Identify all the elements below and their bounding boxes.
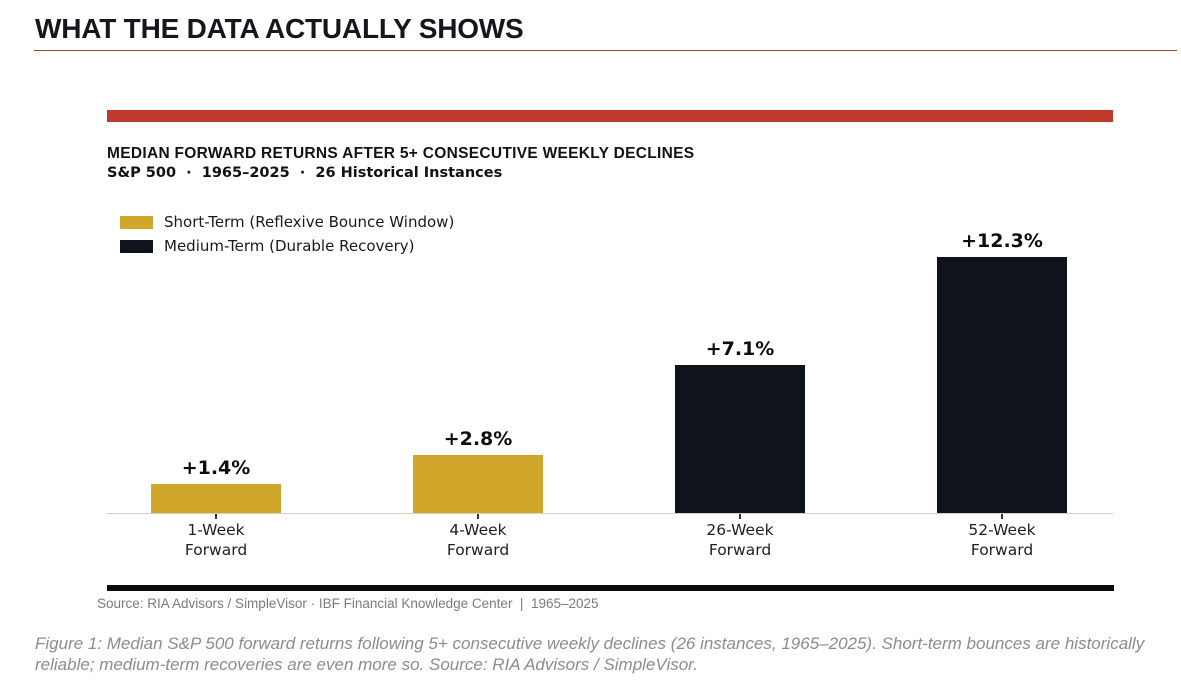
x-label-26-week-forward: 26-Week Forward — [706, 521, 774, 559]
bar-value-26-week-forward: +7.1% — [705, 338, 775, 360]
x-tick-1-week-forward — [215, 514, 217, 519]
chart-subtitle: S&P 500 · 1965–2025 · 26 Historical Inst… — [107, 165, 503, 181]
legend-item-short-term: Short-Term (Reflexive Bounce Window) — [120, 213, 454, 231]
x-label-4-week-forward: 4-Week Forward — [446, 521, 510, 559]
bar-52-week-forward — [937, 257, 1067, 513]
chart-bottom-rule — [107, 585, 1114, 591]
x-label-1-week-forward: 1-Week Forward — [184, 521, 248, 559]
x-tick-26-week-forward — [739, 514, 741, 519]
bar-value-52-week-forward: +12.3% — [961, 230, 1043, 252]
bar-26-week-forward — [675, 365, 805, 513]
chart-legend: Short-Term (Reflexive Bounce Window) Medi… — [120, 213, 454, 255]
x-label-52-week-forward: 52-Week Forward — [968, 521, 1036, 559]
source-note: Source: RIA Advisors / SimpleVisor · IBF… — [97, 596, 599, 611]
legend-swatch-icon — [120, 215, 153, 229]
chart-title: MEDIAN FORWARD RETURNS AFTER 5+ CONSECUT… — [107, 145, 695, 162]
page-title: WHAT THE DATA ACTUALLY SHOWS — [35, 13, 524, 44]
legend-label: Short-Term (Reflexive Bounce Window) — [164, 213, 455, 231]
figure-caption: Figure 1: Median S&P 500 forward returns… — [35, 634, 1145, 674]
legend-label: Medium-Term (Durable Recovery) — [164, 237, 415, 255]
bar-1-week-forward — [151, 484, 281, 513]
legend-swatch-icon — [120, 239, 153, 253]
title-underline-rule — [34, 50, 1177, 51]
chart-top-accent-bar — [107, 110, 1113, 122]
x-tick-4-week-forward — [477, 514, 479, 519]
forward-returns-bar-chart: MEDIAN FORWARD RETURNS AFTER 5+ CONSECUT… — [107, 110, 1114, 610]
x-axis-line — [107, 513, 1113, 514]
bar-value-1-week-forward: +1.4% — [181, 457, 251, 479]
bar-value-4-week-forward: +2.8% — [443, 428, 513, 450]
legend-item-medium-term: Medium-Term (Durable Recovery) — [120, 237, 454, 255]
bar-4-week-forward — [413, 455, 543, 513]
x-tick-52-week-forward — [1001, 514, 1003, 519]
